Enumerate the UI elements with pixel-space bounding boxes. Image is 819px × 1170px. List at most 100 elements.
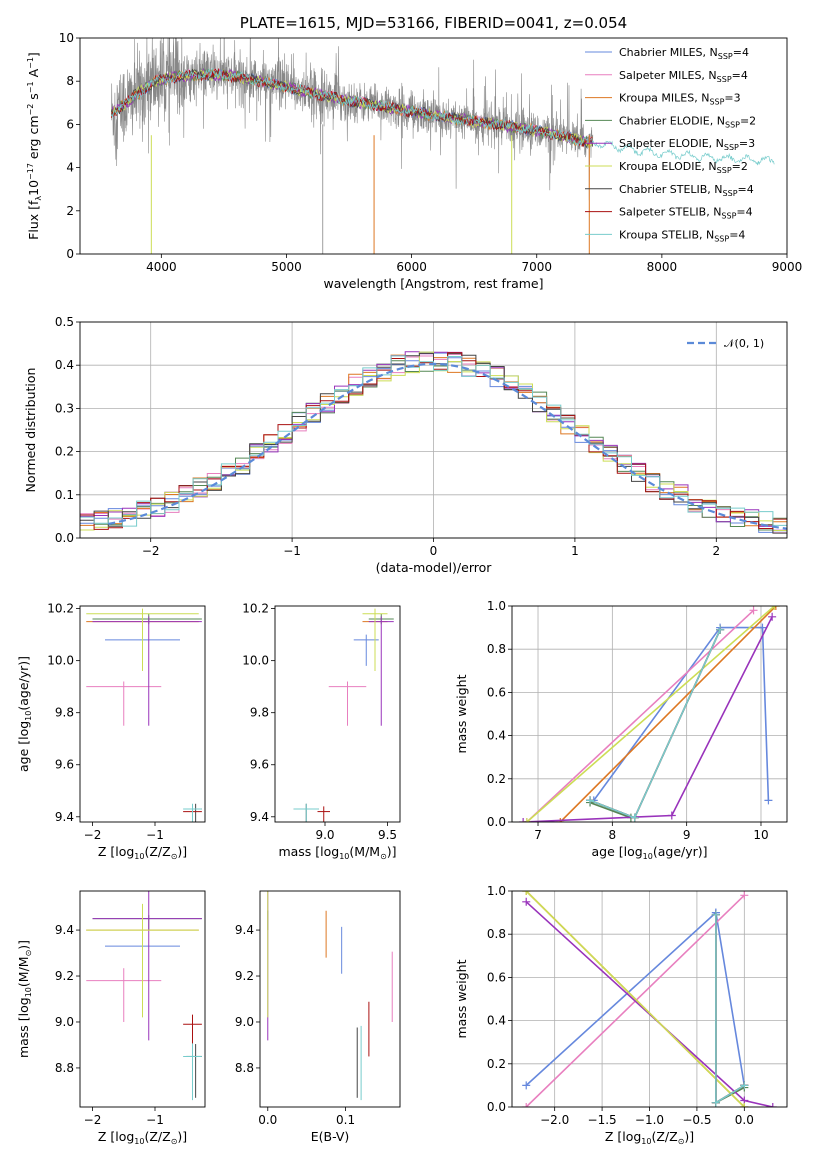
x-tick-label: −1.5 xyxy=(588,1113,617,1127)
weight-point-5 xyxy=(770,606,779,610)
plot-area xyxy=(293,608,394,822)
y-axis-label: Flux [fλ10−17 erg cm−2 s−1 A−1] xyxy=(26,52,43,240)
x-axis-label: mass [log10(M/M⊙)] xyxy=(278,844,396,861)
weight-line-6 xyxy=(589,629,721,819)
weight-point-4 xyxy=(667,811,676,820)
y-tick-label: 4 xyxy=(66,161,74,175)
y-tick-label: 0 xyxy=(66,247,74,261)
weight-line-1 xyxy=(526,609,755,822)
weight-point-4 xyxy=(522,897,531,906)
y-tick-label: 0.5 xyxy=(55,315,74,329)
plot-area xyxy=(522,891,777,1107)
legend-entry: Kroupa ELODIE, NSSP=2 xyxy=(619,160,748,175)
y-tick-label: 1.0 xyxy=(487,884,506,898)
y-tick-label: 9.0 xyxy=(235,1015,254,1029)
x-tick-label: 0.0 xyxy=(735,1113,754,1127)
y-tick-label: 0.6 xyxy=(487,970,506,984)
plot-area xyxy=(80,351,787,534)
chart-mass_vs_Z: −2 −1 8.8 9.0 9.2 9.4 Z [log10(Z/Z⊙)] mass [log… xyxy=(16,890,206,1146)
y-tick-label: 9.8 xyxy=(250,706,269,720)
x-tick-label: 8 xyxy=(609,828,617,842)
plot-area xyxy=(519,606,780,822)
y-tick-label: 0.2 xyxy=(55,445,74,459)
chart-weight_vs_age: 7 8 9 10 0.0 0.2 0.4 0.6 0.8 1.0 age [log10(age/yr… xyxy=(454,599,788,861)
y-tick-label: 9.2 xyxy=(235,969,254,983)
x-tick-label: 5000 xyxy=(271,260,302,274)
legend-entry: Kroupa MILES, NSSP=3 xyxy=(619,92,741,107)
weight-line-5 xyxy=(525,891,745,1107)
x-tick-label: −1 xyxy=(283,544,301,558)
y-axis-label: mass [log10(M/M⊙)] xyxy=(16,940,33,1058)
weight-point-0 xyxy=(522,1081,531,1090)
axes-frame xyxy=(259,890,401,1108)
axes-frame xyxy=(274,605,401,823)
weight-line-2 xyxy=(559,606,777,822)
weight-point-8 xyxy=(716,625,725,634)
x-tick-label: −2.0 xyxy=(540,1113,569,1127)
weight-point-1 xyxy=(740,891,749,900)
plot-area xyxy=(86,891,202,1101)
y-tick-label: 1.0 xyxy=(487,599,506,613)
y-tick-label: 8 xyxy=(66,74,74,88)
y-tick-label: 9.4 xyxy=(55,923,74,937)
weight-point-4 xyxy=(519,818,528,822)
y-tick-label: 8.8 xyxy=(235,1061,254,1075)
weight-line-8 xyxy=(589,629,721,819)
y-tick-label: 9.6 xyxy=(55,758,74,772)
weight-point-1 xyxy=(749,606,758,615)
y-axis-label: age [log10(age/yr)] xyxy=(16,656,33,772)
y-tick-label: 9.8 xyxy=(55,706,74,720)
weight-line-0 xyxy=(593,626,770,801)
x-tick-label: −2 xyxy=(142,544,160,558)
y-tick-label: 10.0 xyxy=(47,654,74,668)
x-tick-label: 8000 xyxy=(647,260,678,274)
y-tick-label: 0.4 xyxy=(55,358,74,372)
y-axis-label: mass weight xyxy=(454,674,469,753)
weight-line-5 xyxy=(526,606,775,822)
chart-weight_vs_Z: −2.0 −1.5 −1.0 −0.5 0.0 0.0 0.2 0.4 0.6 0.8 1.0 Z [… xyxy=(454,884,788,1146)
y-tick-label: 8.8 xyxy=(55,1061,74,1075)
observed-spectrum xyxy=(111,38,594,201)
histogram-8 xyxy=(80,355,787,527)
y-tick-label: 0.2 xyxy=(487,1057,506,1071)
legend: Chabrier MILES, NSSP=4 Salpeter MILES, NS… xyxy=(585,46,756,243)
x-tick-label: −1.0 xyxy=(635,1113,664,1127)
y-tick-label: 0.6 xyxy=(487,685,506,699)
plot-area xyxy=(86,608,202,822)
chart-residuals: −2 −1 0 1 2 0.0 0.1 0.2 0.3 0.4 0.5 (data-model)/er… xyxy=(23,315,788,575)
x-tick-label: −2 xyxy=(84,828,102,842)
y-tick-label: 0.4 xyxy=(487,729,506,743)
x-tick-label: 2 xyxy=(712,544,720,558)
y-tick-label: 10.2 xyxy=(242,602,269,616)
model-spectrum-3 xyxy=(110,67,593,146)
plot-area xyxy=(267,891,393,1101)
normal-curve xyxy=(108,362,787,530)
chart-title: PLATE=1615, MJD=53166, FIBERID=0041, z=0… xyxy=(240,14,627,32)
axes-frame xyxy=(79,37,788,255)
axes-frame xyxy=(511,605,788,823)
weight-point-2 xyxy=(556,818,565,822)
chart-mass_vs_ebv: 0.0 0.1 8.8 9.0 9.2 9.4 E(B-V) xyxy=(235,890,401,1144)
weight-point-2 xyxy=(771,606,780,610)
legend-entry: Salpeter MILES, NSSP=4 xyxy=(619,69,748,84)
weight-point-4 xyxy=(768,1103,777,1107)
chart-age_vs_Z: −2 −1 9.4 9.6 9.8 10.0 10.2 Z [log10(Z/Z⊙)] age … xyxy=(16,602,206,861)
x-tick-label: 1 xyxy=(571,544,579,558)
y-tick-label: 9.4 xyxy=(235,923,254,937)
weight-line-3 xyxy=(589,801,632,819)
axes-frame xyxy=(79,605,206,823)
y-tick-label: 0.0 xyxy=(55,531,74,545)
x-tick-label: 9.0 xyxy=(315,828,334,842)
x-tick-label: 7 xyxy=(534,828,542,842)
y-tick-label: 0.3 xyxy=(55,401,74,415)
weight-point-0 xyxy=(758,623,767,632)
y-axis-label: mass weight xyxy=(454,959,469,1038)
x-tick-label: 10 xyxy=(753,828,768,842)
x-tick-label: 0 xyxy=(430,544,438,558)
chart-age_vs_mass: 9.0 9.5 9.4 9.6 9.8 10.0 10.2 mass [log10(M/M⊙)… xyxy=(242,602,401,861)
x-axis-label: E(B-V) xyxy=(311,1129,350,1144)
x-tick-label: −1 xyxy=(146,1113,164,1127)
x-tick-label: 7000 xyxy=(521,260,552,274)
weight-point-8 xyxy=(586,796,595,805)
x-axis-label: Z [log10(Z/Z⊙)] xyxy=(98,844,187,861)
